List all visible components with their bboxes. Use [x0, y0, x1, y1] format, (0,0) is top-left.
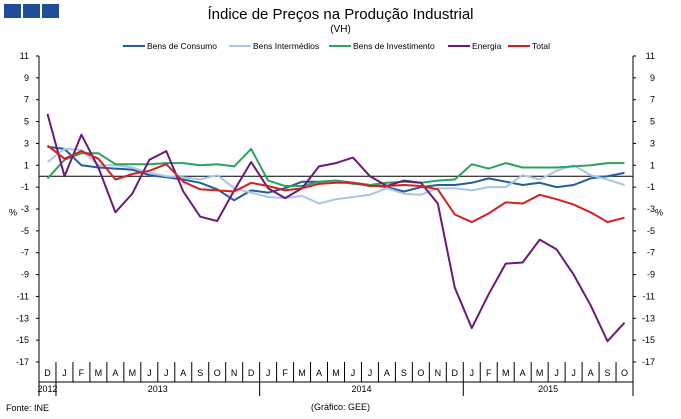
- y-tick-label-left: -9: [21, 270, 29, 280]
- y-tick-label-left: 11: [20, 51, 29, 61]
- year-label: 2014: [351, 384, 371, 394]
- x-tick-label: J: [62, 368, 67, 378]
- legend-label: Bens de Consumo: [147, 41, 217, 51]
- x-tick-label: S: [197, 368, 203, 378]
- chart-title: Índice de Preços na Produção Industrial: [207, 6, 474, 23]
- y-tick-label-right: -11: [643, 291, 655, 301]
- x-tick-label: O: [621, 368, 628, 378]
- y-tick-label-left: 7: [24, 95, 29, 105]
- source-note: Fonte: INE: [6, 403, 50, 413]
- y-tick-label-left: 5: [24, 117, 29, 127]
- logo-block: [42, 4, 59, 18]
- year-label: 2015: [538, 384, 558, 394]
- x-tick-label: F: [282, 368, 288, 378]
- y-tick-label-right: 7: [650, 95, 655, 105]
- y-tick-label-left: -11: [17, 291, 29, 301]
- y-tick-label-left: -15: [16, 335, 29, 345]
- y-tick-label-right: -9: [647, 270, 655, 280]
- y-tick-label-right: 5: [650, 117, 655, 127]
- y-tick-label-left: -7: [21, 248, 29, 258]
- x-tick-label: S: [605, 368, 611, 378]
- x-tick-label: F: [79, 368, 85, 378]
- y-tick-label-left: -3: [21, 204, 29, 214]
- x-tick-label: D: [452, 368, 459, 378]
- x-tick-label: J: [266, 368, 271, 378]
- x-tick-label: A: [520, 368, 526, 378]
- y-tick-label-left: -13: [16, 313, 29, 323]
- x-tick-label: O: [214, 368, 221, 378]
- y-tick-label-left: -17: [16, 357, 29, 367]
- chart-credit: (Gráfico: GEE): [310, 402, 370, 412]
- legend-label: Bens de Investimento: [353, 41, 435, 51]
- y-tick-label-left: -1: [21, 182, 29, 192]
- y-axis-label-right: %: [655, 207, 663, 217]
- x-tick-label: M: [502, 368, 510, 378]
- x-tick-label: M: [332, 368, 340, 378]
- y-tick-label-right: -7: [647, 248, 655, 258]
- x-tick-label: S: [401, 368, 407, 378]
- x-tick-label: D: [248, 368, 255, 378]
- x-tick-label: A: [384, 368, 390, 378]
- y-axis-label-left: %: [9, 207, 17, 217]
- x-tick-label: J: [164, 368, 169, 378]
- x-tick-label: A: [112, 368, 118, 378]
- y-tick-label-right: -15: [642, 335, 655, 345]
- logo-block: [4, 4, 21, 18]
- x-tick-label: A: [180, 368, 186, 378]
- x-tick-label: M: [95, 368, 103, 378]
- y-tick-label-left: 9: [24, 73, 29, 83]
- logo-block: [23, 4, 40, 18]
- x-tick-label: J: [147, 368, 152, 378]
- x-tick-label: F: [486, 368, 492, 378]
- x-tick-label: J: [554, 368, 559, 378]
- y-tick-label-right: 3: [650, 138, 655, 148]
- x-tick-label: J: [351, 368, 356, 378]
- y-tick-label-right: -13: [642, 313, 655, 323]
- x-tick-label: N: [435, 368, 442, 378]
- chart-subtitle: (VH): [330, 24, 351, 35]
- y-tick-label-right: -17: [642, 357, 655, 367]
- series-line-energia: [46, 113, 626, 343]
- y-tick-label-right: 9: [650, 73, 655, 83]
- x-tick-label: J: [571, 368, 576, 378]
- x-tick-label: J: [470, 368, 475, 378]
- x-tick-label: A: [316, 368, 322, 378]
- legend-label: Bens Intermédios: [253, 41, 319, 51]
- y-tick-label-right: -1: [647, 182, 655, 192]
- year-label: 2012: [37, 384, 57, 394]
- legend-label: Energia: [472, 41, 502, 51]
- x-tick-label: M: [129, 368, 137, 378]
- x-tick-label: M: [298, 368, 306, 378]
- x-tick-label: O: [417, 368, 424, 378]
- year-label: 2013: [148, 384, 168, 394]
- y-tick-label-left: 3: [24, 138, 29, 148]
- x-tick-label: A: [588, 368, 594, 378]
- x-tick-label: M: [536, 368, 544, 378]
- x-tick-label: D: [44, 368, 51, 378]
- y-tick-label-left: 1: [24, 160, 29, 170]
- x-tick-label: J: [368, 368, 373, 378]
- y-tick-label-left: -5: [21, 226, 29, 236]
- series-line-bens-de-investimento: [46, 147, 625, 187]
- x-tick-label: N: [231, 368, 238, 378]
- series-line-total: [46, 144, 625, 224]
- y-tick-label-right: 11: [646, 51, 655, 61]
- y-tick-label-right: 1: [650, 160, 655, 170]
- ine-logo: [4, 4, 62, 18]
- y-tick-label-right: -3: [647, 204, 655, 214]
- y-tick-label-right: -5: [647, 226, 655, 236]
- legend-label: Total: [532, 41, 550, 51]
